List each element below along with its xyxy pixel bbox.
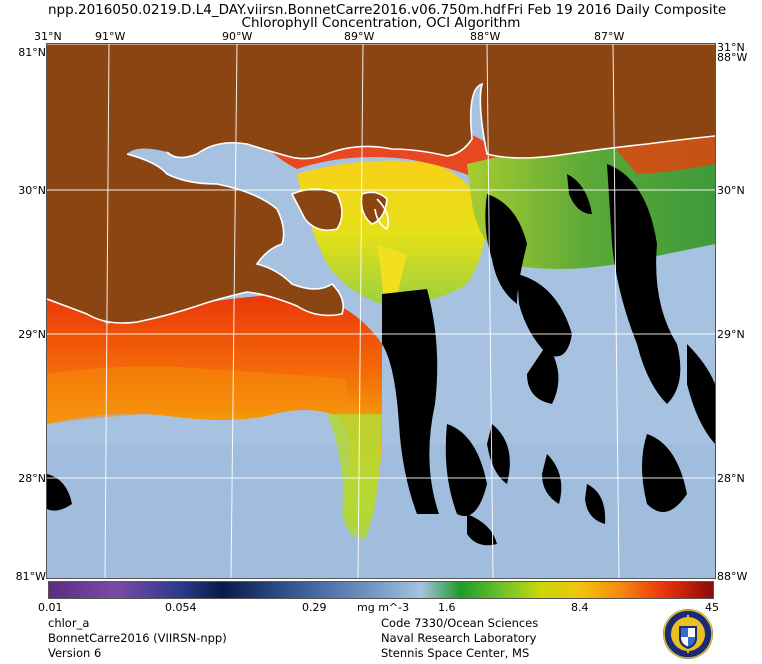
corner-label-top-right-overlap: 88°W — [717, 51, 748, 64]
chlorophyll-map — [47, 44, 715, 578]
footer-left: chlor_a BonnetCarre2016 (VIIRSN-npp) Ver… — [48, 616, 227, 661]
corner-label-bottom-right: 88°W — [717, 570, 748, 583]
footer-dataset: BonnetCarre2016 (VIIRSN-npp) — [48, 631, 227, 645]
lat-label-right-30n: 30°N — [717, 184, 745, 197]
footer-lab: Naval Research Laboratory — [381, 631, 537, 645]
colorbar-tick-1: 0.054 — [165, 601, 197, 614]
footer-product: chlor_a — [48, 616, 90, 630]
header-date: Fri Feb 19 2016 Daily Composite — [507, 2, 727, 18]
lat-label-left-30n: 30°N — [18, 184, 46, 197]
lat-label-right-29n: 29°N — [717, 328, 745, 341]
lon-label-top-87w: 87°W — [594, 30, 625, 43]
lon-label-top-91w: 91°W — [95, 30, 126, 43]
colorbar-tick-4: 8.4 — [571, 601, 589, 614]
colorbar-unit: mg m^-3 — [357, 601, 410, 614]
colorbar-tick-5: 45 — [705, 601, 719, 614]
graticule — [47, 44, 715, 578]
plume-region — [297, 160, 487, 306]
header-subtitle: Chlorophyll Concentration, OCI Algorithm — [241, 15, 521, 31]
footer-right: Code 7330/Ocean Sciences Naval Research … — [381, 616, 538, 661]
corner-label-bottom-left: 81°W — [15, 570, 46, 583]
colorbar-tick-0: 0.01 — [38, 601, 63, 614]
colorbar-tick-2: 0.29 — [302, 601, 327, 614]
colorbar-tick-3: 1.6 — [438, 601, 456, 614]
no-data-patches — [47, 164, 715, 546]
land — [47, 44, 715, 323]
lon-label-top-89w: 89°W — [344, 30, 375, 43]
nrl-seal-logo — [663, 609, 713, 659]
lat-label-left-29n: 29°N — [18, 328, 46, 341]
footer-version: Version 6 — [48, 646, 102, 660]
footer-location: Stennis Space Center, MS — [381, 646, 530, 660]
corner-label-top-left: 31°N — [34, 30, 62, 43]
footer-code: Code 7330/Ocean Sciences — [381, 616, 539, 630]
lat-label-right-28n: 28°N — [717, 472, 745, 485]
colorbar — [48, 581, 714, 599]
lat-label-left-28n: 28°N — [18, 472, 46, 485]
lon-label-top-88w: 88°W — [470, 30, 501, 43]
header-filename: npp.2016050.0219.D.L4_DAY.viirsn.BonnetC… — [48, 2, 506, 18]
corner-label-top-left-overlap: 81°N — [18, 46, 46, 59]
map-svg — [47, 44, 715, 578]
lon-label-top-90w: 90°W — [222, 30, 253, 43]
coastline — [47, 82, 715, 324]
corner-label-top-right: 31°N — [717, 41, 745, 54]
